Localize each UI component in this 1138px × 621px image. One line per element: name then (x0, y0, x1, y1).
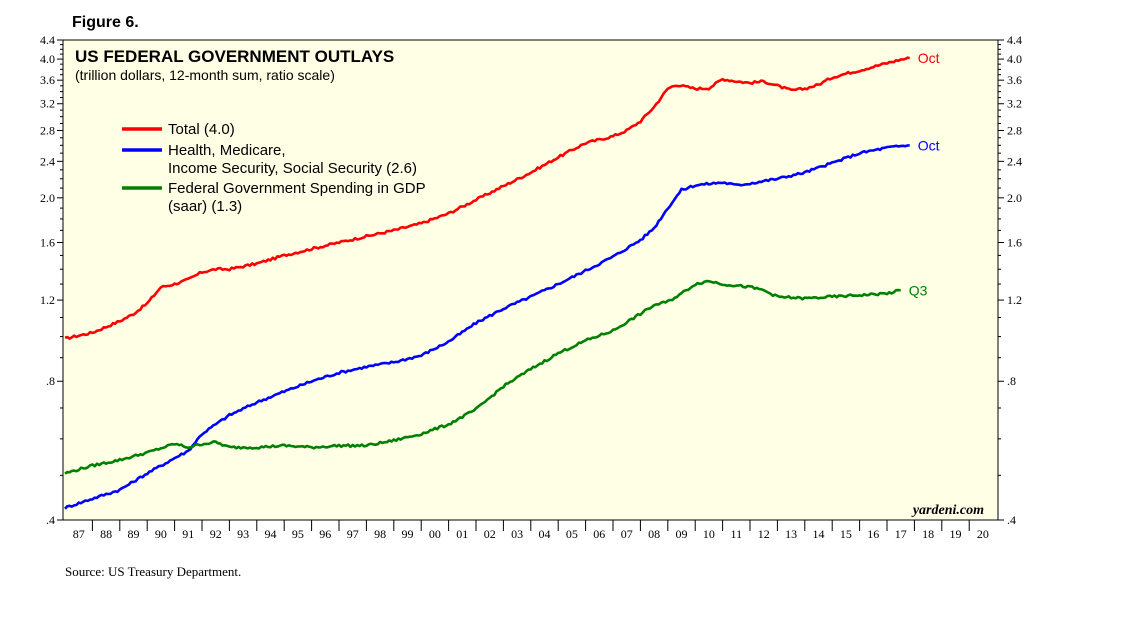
x-tick-label: 02 (484, 527, 496, 541)
x-tick-label: 19 (950, 527, 962, 541)
x-tick-label: 12 (758, 527, 770, 541)
x-tick-label: 87 (73, 527, 85, 541)
series-line (64, 56, 910, 340)
x-tick-label: 13 (785, 527, 797, 541)
x-tick-label: 88 (100, 527, 112, 541)
y-tick-label-right: 1.6 (1007, 235, 1022, 249)
y-tick-label-left: 1.2 (40, 293, 55, 307)
legend-label: Total (4.0) (168, 121, 235, 138)
y-tick-label-right: .4 (1007, 513, 1016, 527)
x-tick-label: 94 (265, 527, 277, 541)
x-tick-label: 03 (511, 527, 523, 541)
y-tick-label-left: .8 (46, 374, 55, 388)
x-tick-label: 11 (731, 527, 743, 541)
series-line (64, 144, 910, 510)
y-tick-label-left: 2.0 (40, 191, 55, 205)
x-tick-label: 92 (210, 527, 222, 541)
legend-label: Health, Medicare, (168, 142, 286, 159)
x-tick-label: 89 (128, 527, 140, 541)
y-tick-label-right: 4.4 (1007, 33, 1022, 47)
x-tick-label: 07 (621, 527, 633, 541)
x-tick-label: 01 (456, 527, 468, 541)
y-tick-label-left: 3.2 (40, 97, 55, 111)
legend-label: (saar) (1.3) (168, 198, 242, 215)
series-end-label: Oct (918, 50, 940, 66)
y-tick-label-right: 1.2 (1007, 293, 1022, 307)
y-tick-label-left: .4 (46, 513, 55, 527)
x-tick-label: 09 (676, 527, 688, 541)
y-tick-label-right: 2.8 (1007, 123, 1022, 137)
x-tick-label: 93 (237, 527, 249, 541)
y-tick-label-left: 2.4 (40, 154, 55, 168)
x-tick-label: 00 (429, 527, 441, 541)
series-end-label: Q3 (909, 282, 928, 298)
x-tick-label: 04 (539, 527, 551, 541)
y-tick-label-left: 3.6 (40, 73, 55, 87)
y-tick-label-left: 4.0 (40, 52, 55, 66)
x-tick-label: 17 (895, 527, 907, 541)
y-tick-label-left: 4.4 (40, 33, 55, 47)
x-axis: 87 88 89 90 91 92 93 94 95 96 97 98 99 00 01 02 03 04 05 06… (73, 520, 989, 541)
x-tick-label: 16 (867, 527, 879, 541)
y-tick-label-right: .8 (1007, 374, 1016, 388)
x-tick-label: 20 (977, 527, 989, 541)
x-tick-label: 06 (593, 527, 605, 541)
x-tick-label: 10 (703, 527, 715, 541)
y-tick-label-left: 2.8 (40, 123, 55, 137)
source-note: Source: US Treasury Department. (65, 564, 241, 579)
x-tick-label: 99 (402, 527, 414, 541)
x-tick-label: 05 (566, 527, 578, 541)
series-end-label: Oct (918, 137, 940, 153)
y-tick-label-right: 4.0 (1007, 52, 1022, 66)
x-tick-label: 08 (648, 527, 660, 541)
end-labels: Oct Oct Q3 (909, 50, 940, 298)
y-tick-label-right: 2.0 (1007, 191, 1022, 205)
y-tick-label-right: 2.4 (1007, 154, 1022, 168)
legend: Total (4.0) Health, Medicare,Income Secur… (122, 121, 426, 215)
x-tick-label: 18 (922, 527, 934, 541)
x-tick-label: 96 (319, 527, 331, 541)
watermark: yardeni.com (911, 503, 984, 518)
plot-area (62, 39, 999, 521)
x-tick-label: 90 (155, 527, 167, 541)
y-axis-right: .4 .8 1.2 1.6 2.0 2.4 2.8 3.2 3.6 4.0 4.4 (998, 33, 1022, 527)
chart-subtitle: (trillion dollars, 12-month sum, ratio s… (75, 67, 335, 83)
x-tick-label: 97 (347, 527, 359, 541)
x-tick-label: 95 (292, 527, 304, 541)
legend-label: Federal Government Spending in GDP (168, 180, 426, 197)
y-axis-left: .4 .8 1.2 1.6 2.0 2.4 2.8 3.2 3.6 4.0 4.4 (40, 33, 63, 527)
figure-label: Figure 6. (72, 14, 139, 31)
x-tick-label: 15 (840, 527, 852, 541)
series-line (64, 279, 901, 475)
series-lines (64, 56, 910, 510)
y-tick-label-left: 1.6 (40, 235, 55, 249)
x-tick-label: 14 (813, 527, 825, 541)
legend-label: Income Security, Social Security (2.6) (168, 160, 417, 177)
chart-title: US FEDERAL GOVERNMENT OUTLAYS (75, 47, 394, 66)
y-tick-label-right: 3.6 (1007, 73, 1022, 87)
x-tick-label: 98 (374, 527, 386, 541)
y-tick-label-right: 3.2 (1007, 97, 1022, 111)
x-tick-label: 91 (182, 527, 194, 541)
